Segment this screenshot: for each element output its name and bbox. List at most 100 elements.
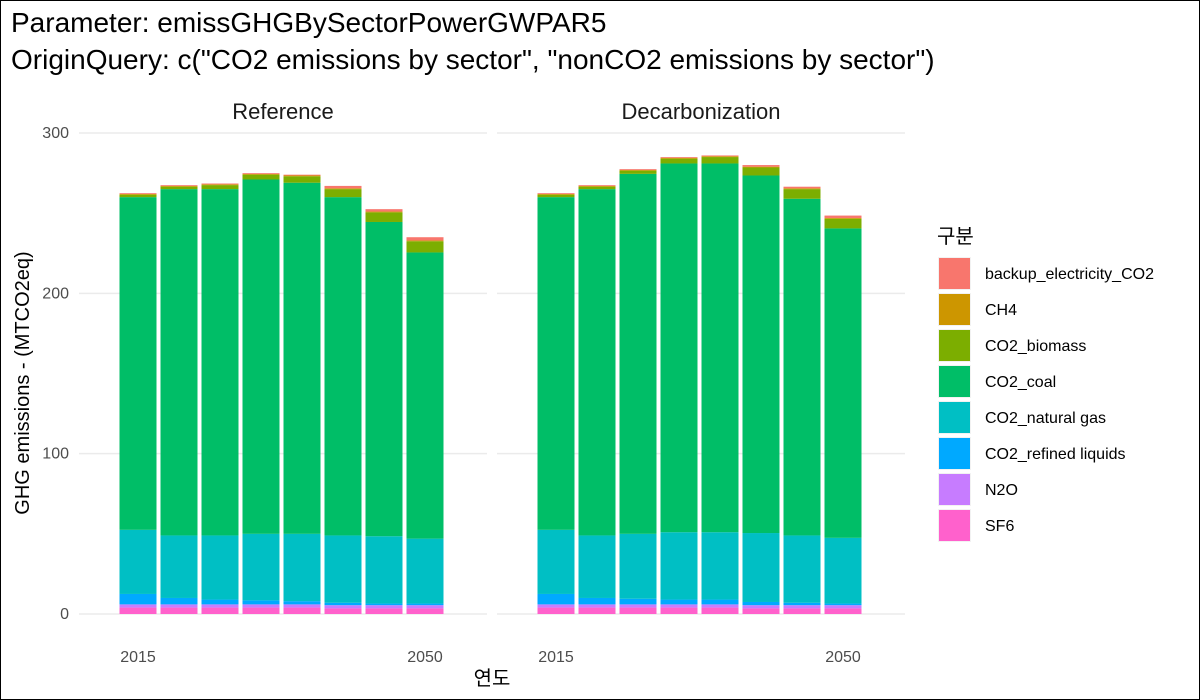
bar-segment — [824, 218, 862, 229]
bar-segment — [742, 608, 780, 614]
bar-segment — [160, 607, 198, 614]
bar-segment — [824, 217, 862, 219]
legend-label: CO2_biomass — [985, 338, 1086, 355]
bar-segment — [119, 607, 157, 614]
bar-segment — [283, 176, 321, 183]
bar-segment — [283, 533, 321, 602]
legend-swatch — [939, 294, 970, 325]
legend-swatch — [939, 510, 970, 541]
bar-segment — [660, 604, 698, 608]
bar-segment — [824, 608, 862, 614]
bar-segment — [660, 157, 698, 159]
bar-segment — [201, 184, 239, 186]
legend-label: CH4 — [985, 302, 1017, 319]
bar-segment — [283, 607, 321, 614]
legend-label: N2O — [985, 482, 1018, 499]
bar-segment — [537, 529, 575, 594]
bar-segment — [201, 607, 239, 614]
bar-segment — [201, 189, 239, 536]
bar-segment — [283, 174, 321, 176]
bar-segment — [406, 603, 444, 606]
bar-segment — [537, 607, 575, 614]
legend-label: CO2_coal — [985, 374, 1056, 391]
bar-segment — [242, 533, 280, 601]
facet-label: Reference — [232, 99, 334, 124]
y-axis-title: GHG emissions - (MTCO2eq) — [12, 251, 34, 514]
y-tick-label: 200 — [42, 285, 69, 302]
bar-segment — [578, 189, 616, 536]
bar-segment — [324, 189, 362, 198]
bar-segment — [324, 602, 362, 606]
bar-segment — [701, 156, 739, 158]
bar-segment — [824, 228, 862, 538]
bar-segment — [660, 157, 698, 158]
bar-segment — [783, 602, 821, 606]
bar-segment — [537, 194, 575, 198]
legend-swatch — [939, 438, 970, 469]
bar-segment — [783, 188, 821, 190]
bar-segment — [160, 597, 198, 605]
bar-segment — [160, 535, 198, 598]
bar-segment — [783, 198, 821, 536]
bar-segment — [406, 241, 444, 253]
bar-segment — [119, 604, 157, 608]
x-tick-label: 2050 — [407, 649, 443, 666]
bar-segment — [619, 169, 657, 171]
bar-segment — [537, 604, 575, 608]
bar-segment — [242, 173, 280, 174]
bar-segment — [578, 604, 616, 608]
y-tick-label: 100 — [42, 446, 69, 463]
bar-segment — [119, 193, 157, 194]
bar-segment — [701, 163, 739, 533]
bar-segment — [324, 197, 362, 536]
bar-segment — [537, 193, 575, 195]
bar-segment — [783, 535, 821, 603]
bar-segment — [406, 240, 444, 242]
bar-segment — [201, 183, 239, 185]
bar-segment — [324, 185, 362, 189]
bar-segment — [824, 537, 862, 604]
bar-segment — [242, 604, 280, 608]
bar-segment — [701, 532, 739, 600]
bar-segment — [619, 170, 657, 174]
bar-segment — [242, 607, 280, 614]
bar-segment — [660, 607, 698, 614]
bar-segment — [160, 186, 198, 190]
bar-segment — [160, 185, 198, 187]
bar-segment — [742, 167, 780, 176]
bar-segment — [365, 605, 403, 609]
bar-segment — [119, 529, 157, 594]
bar-segment — [660, 163, 698, 533]
bar-segment — [406, 605, 444, 609]
bar-segment — [406, 237, 444, 241]
y-tick-label: 0 — [60, 606, 69, 623]
bar-segment — [365, 536, 403, 604]
bar-segment — [283, 175, 321, 177]
bar-segment — [701, 155, 739, 157]
bar-segment — [242, 174, 280, 180]
bar-segment — [578, 186, 616, 190]
bar-segment — [701, 607, 739, 614]
bar-segment — [824, 603, 862, 606]
bar-segment — [783, 186, 821, 189]
bar-segment — [201, 535, 239, 600]
bar-segment — [824, 215, 862, 218]
bar-segment — [578, 535, 616, 598]
legend-label: CO2_natural gas — [985, 410, 1106, 427]
bar-segment — [619, 169, 657, 170]
x-tick-label: 2015 — [120, 649, 156, 666]
bar-segment — [701, 604, 739, 608]
bar-segment — [619, 533, 657, 599]
bar-segment — [537, 593, 575, 605]
legend-swatch — [939, 366, 970, 397]
legend-swatch — [939, 474, 970, 505]
bar-segment — [537, 197, 575, 530]
facet-label: Decarbonization — [622, 99, 781, 124]
bar-segment — [578, 597, 616, 605]
x-tick-label: 2050 — [825, 649, 861, 666]
bar-segment — [824, 605, 862, 609]
bar-segment — [660, 158, 698, 164]
bar-segment — [406, 538, 444, 604]
bar-segment — [365, 212, 403, 222]
